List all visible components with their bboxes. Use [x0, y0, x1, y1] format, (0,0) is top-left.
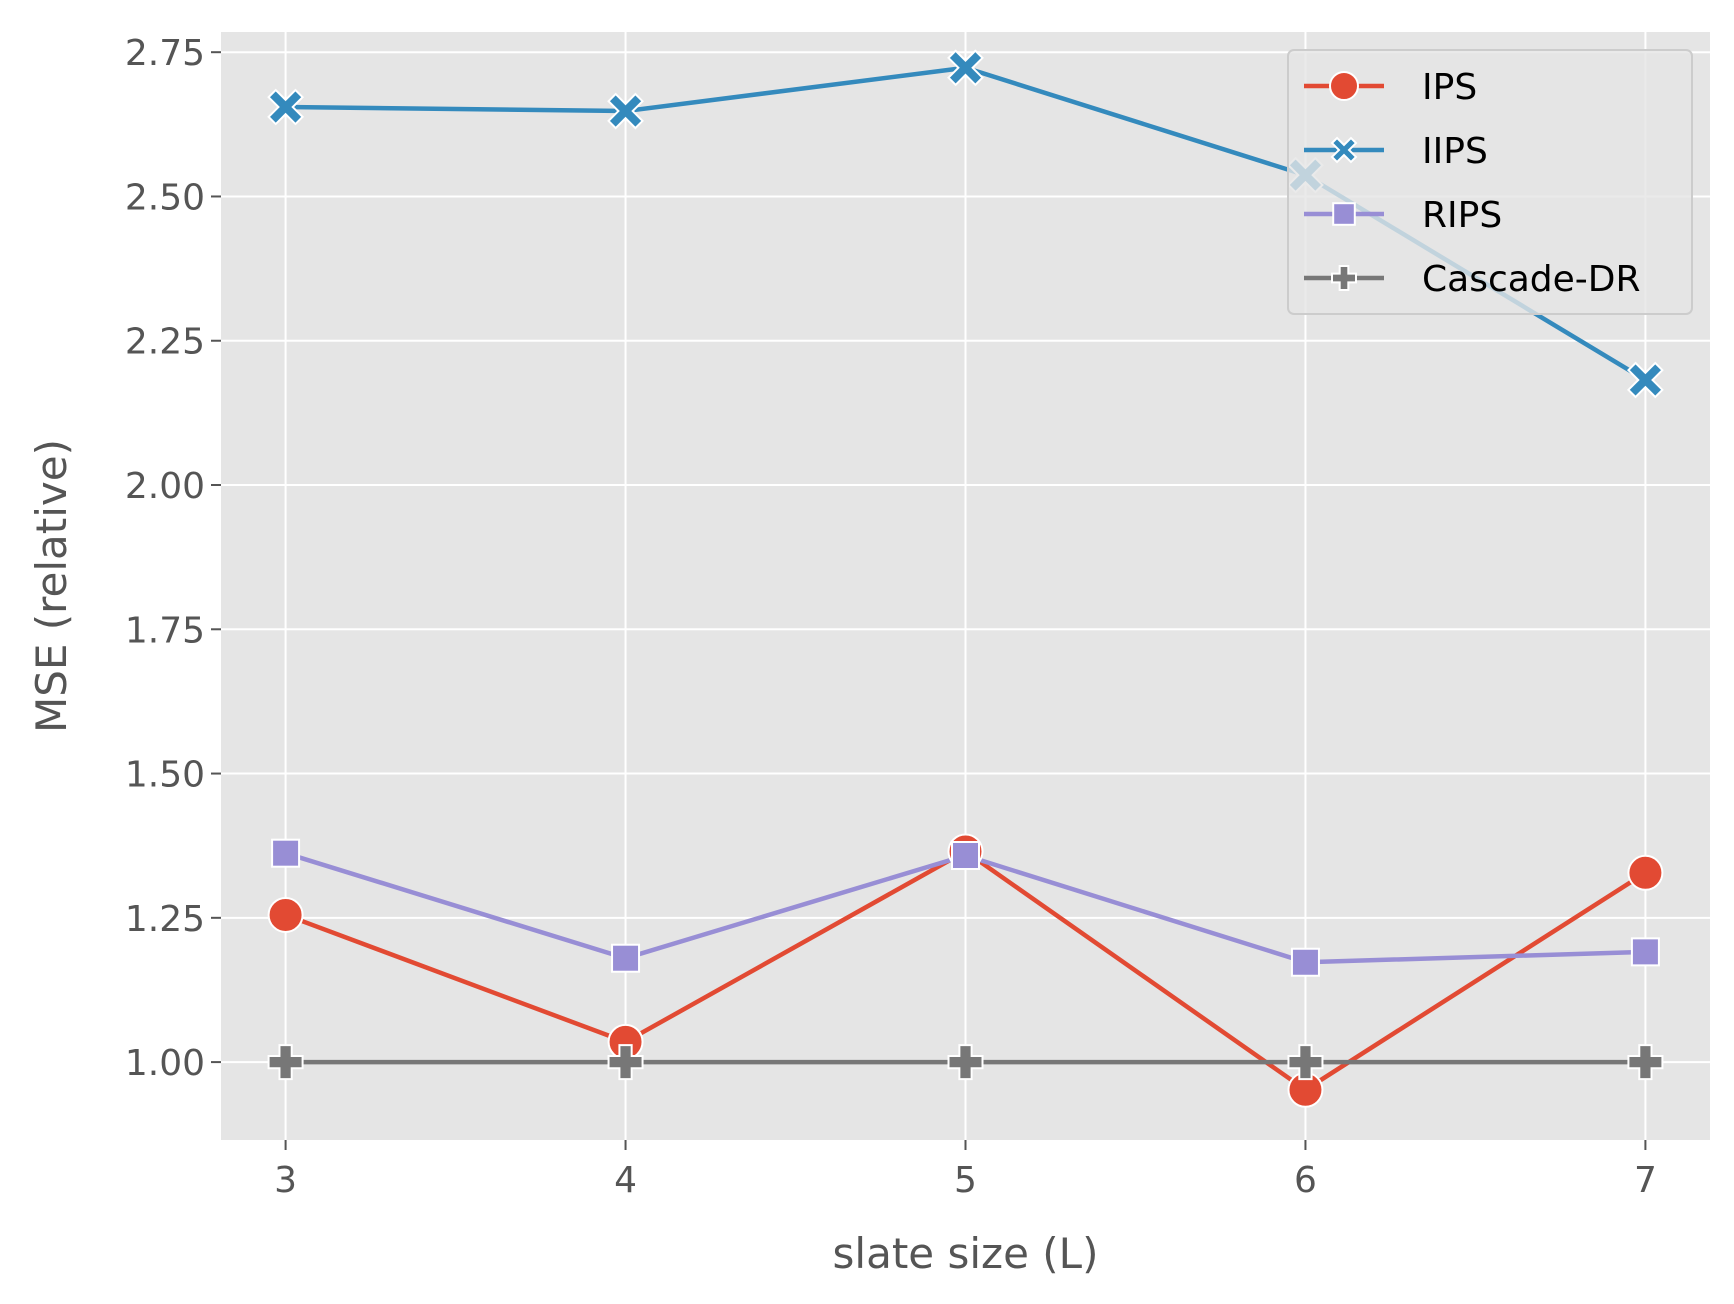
legend-marker-iips: [1330, 136, 1358, 164]
legend-marker-ips: [1329, 71, 1359, 101]
series-markers: [267, 49, 1664, 1108]
data-point-cascade-dr: [607, 1044, 644, 1081]
y-axis-ticks: 1.00 1.25 1.50 1.75 2.00 2.25 2.50 2.75: [125, 33, 221, 1084]
data-point-ips: [1627, 854, 1664, 891]
x-tick-label: 5: [954, 1160, 977, 1201]
data-point-rips: [1630, 937, 1660, 967]
data-point-rips: [271, 838, 301, 868]
y-tick-label: 2.50: [125, 177, 205, 218]
legend-box: [1287, 49, 1693, 315]
data-point-cascade-dr: [947, 1044, 984, 1081]
x-axis-ticks: 3 4 5 6 7: [274, 1140, 1657, 1201]
legend-label-cascade-dr: Cascade-DR: [1422, 259, 1641, 300]
x-tick-label: 6: [1294, 1160, 1317, 1201]
data-point-ips: [267, 896, 304, 933]
data-point-cascade-dr: [1627, 1044, 1664, 1081]
x-axis-label: slate size (L): [833, 1229, 1099, 1278]
legend-marker-cascade-dr: [1331, 265, 1357, 291]
data-point-rips: [1290, 947, 1320, 977]
x-tick-label: 4: [614, 1160, 637, 1201]
x-tick-label: 7: [1634, 1160, 1657, 1201]
data-point-rips: [611, 943, 641, 973]
y-tick-label: 1.25: [125, 899, 205, 940]
y-tick-label: 1.75: [125, 610, 205, 651]
data-point-iips: [607, 92, 644, 130]
legend-marker-rips: [1332, 202, 1356, 226]
legend-label-ips: IPS: [1422, 67, 1477, 108]
y-axis-label: MSE (relative): [27, 439, 76, 733]
legend: IPS IIPS RIPS Cascade-DR: [1287, 49, 1693, 315]
data-point-iips: [947, 49, 984, 87]
x-tick-label: 3: [274, 1160, 297, 1201]
data-point-cascade-dr: [267, 1044, 304, 1081]
data-point-iips: [267, 88, 305, 126]
legend-label-iips: IIPS: [1422, 131, 1488, 172]
data-point-iips: [1626, 361, 1664, 399]
y-tick-label: 2.25: [125, 322, 205, 363]
y-tick-label: 2.00: [125, 466, 205, 507]
y-tick-label: 2.75: [125, 33, 205, 74]
y-tick-label: 1.50: [125, 755, 205, 796]
data-point-rips: [951, 840, 980, 870]
y-tick-label: 1.00: [125, 1043, 205, 1084]
legend-label-rips: RIPS: [1422, 195, 1502, 236]
data-point-cascade-dr: [1287, 1044, 1324, 1081]
